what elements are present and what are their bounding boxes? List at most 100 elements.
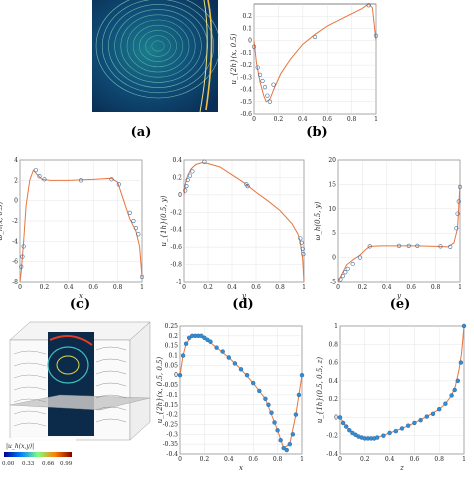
data-point <box>116 182 121 187</box>
data-point <box>415 243 420 248</box>
x-tick-label: 1 <box>300 456 304 463</box>
streamline <box>95 346 127 351</box>
data-point <box>281 445 286 451</box>
data-point <box>214 345 219 350</box>
y-tick-label: 15 <box>328 181 336 188</box>
x-tick-label: 0.2 <box>360 456 370 463</box>
y-tick-label: -0.35 <box>163 441 179 448</box>
data-point <box>251 380 256 386</box>
data-point <box>299 240 304 245</box>
data-point <box>183 341 189 346</box>
data-point <box>244 373 250 378</box>
x-tick-label: 0.4 <box>224 456 234 463</box>
x-tick-label: 0 <box>182 284 186 291</box>
x-axis-label: y <box>241 292 247 300</box>
data-point <box>33 168 38 173</box>
streamline <box>114 9 202 83</box>
data-point <box>184 184 189 189</box>
data-point <box>375 435 380 440</box>
data-point <box>340 420 346 426</box>
caption-c: (c) <box>70 297 90 312</box>
data-point <box>300 246 305 251</box>
data-point <box>366 3 371 8</box>
streamline <box>199 0 208 113</box>
data-point <box>251 44 257 49</box>
y-tick-label: 0 <box>14 198 18 205</box>
data-point <box>461 323 467 329</box>
data-point <box>399 426 405 431</box>
y-tick-label: -0.4 <box>240 87 252 94</box>
x-axis-label: y <box>396 292 402 300</box>
y-tick-label: -0.3 <box>166 431 178 438</box>
y-tick-label: -0.4 <box>170 227 182 234</box>
data-point <box>456 199 461 204</box>
cube-side-face <box>129 321 151 441</box>
chart-h: 0 0.2 0.4 0.6 0.8 1 1 0.8 0.6 0.4 0.2 0 -0.2 -0.4 z u_{… <box>316 323 467 472</box>
streamline <box>95 358 127 363</box>
streamline <box>120 14 196 78</box>
plot-area <box>183 159 305 283</box>
data-point <box>42 177 47 182</box>
plot-area <box>179 325 303 455</box>
data-point <box>262 85 268 90</box>
streamline <box>132 24 184 68</box>
data-point <box>438 244 443 249</box>
plot-area <box>337 159 461 283</box>
data-point <box>220 349 225 354</box>
data-point <box>424 414 429 419</box>
x-tick-label: 0 <box>178 456 182 463</box>
data-point <box>202 335 207 341</box>
data-point <box>381 433 386 438</box>
y-axis-label: u_{2h}(x, 0.5) <box>230 33 238 84</box>
data-point <box>449 393 454 398</box>
y-axis-label: u_{1h}(0.5, 0.5, z) <box>316 357 324 423</box>
data-point <box>272 420 277 425</box>
data-point <box>199 333 204 339</box>
y-tick-label: 2 <box>14 177 18 184</box>
y-tick-label: 0 <box>248 38 252 45</box>
data-point <box>78 178 84 183</box>
x-tick-label: 0.2 <box>40 284 50 291</box>
data-point <box>190 169 195 174</box>
x-tick-label: 0.6 <box>322 116 332 123</box>
data-point <box>133 226 138 231</box>
streamline <box>13 362 47 367</box>
data-point <box>455 211 460 216</box>
y-tick-label: 0.15 <box>165 343 179 350</box>
streamline <box>13 374 47 379</box>
y-tick-label: -0.5 <box>240 99 252 106</box>
data-point <box>347 428 352 433</box>
x-tick-label: 0 <box>336 284 340 291</box>
y-tick-label: 0.05 <box>165 362 179 369</box>
streamline-curves <box>95 0 221 113</box>
y-tick-label: 0 <box>332 255 336 262</box>
colorbar-gradient <box>4 452 72 457</box>
streamline <box>101 0 215 94</box>
data-point <box>412 420 417 426</box>
y-tick-label: -0.1 <box>240 50 252 57</box>
x-axis-label: x <box>313 124 317 132</box>
colorbar-label: |u_h(x,y)| <box>6 443 34 450</box>
data-point <box>418 417 423 423</box>
data-point <box>299 373 305 378</box>
y-tick-label: -0.8 <box>170 262 182 269</box>
x-tick-label: 0.8 <box>434 456 444 463</box>
data-point <box>208 339 213 344</box>
colorbar-tick: 0.66 <box>42 461 55 467</box>
y-tick-label: 0.4 <box>172 157 182 164</box>
streamline <box>139 30 177 62</box>
x-tick-label: 0.4 <box>64 284 74 291</box>
streamline-panel-a <box>92 0 221 113</box>
y-tick-label: 0.1 <box>168 353 178 360</box>
y-tick-label: 0 <box>178 192 182 199</box>
data-point <box>350 261 355 267</box>
y-tick-label: 0.6 <box>328 360 338 367</box>
caption-b: (b) <box>306 125 327 140</box>
data-point <box>271 82 276 87</box>
data-point <box>20 254 25 259</box>
data-point <box>387 430 392 436</box>
y-axis-label: ω_h(x, 0.5) <box>0 201 4 240</box>
data-point <box>258 72 263 77</box>
data-point <box>452 387 457 393</box>
